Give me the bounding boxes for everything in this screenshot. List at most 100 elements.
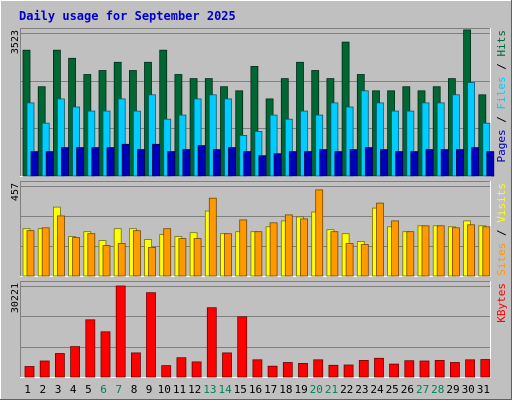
bar-kbytes-kbytes-day-15 <box>237 316 248 378</box>
x-tick-label-day-14: 14 <box>218 383 232 396</box>
bar-hits-files-day-31 <box>482 122 491 177</box>
panel-hits-max-label: 3523 <box>10 30 21 54</box>
bar-hits-pages-day-22 <box>349 149 358 177</box>
bar-hits-files-day-16 <box>254 130 263 177</box>
bar-hits-pages-day-28 <box>440 149 449 177</box>
bar-visits-sites-day-29 <box>451 227 460 277</box>
bar-kbytes-kbytes-day-6 <box>100 331 111 378</box>
bar-kbytes-kbytes-day-4 <box>70 346 80 378</box>
bar-hits-files-day-22 <box>345 106 354 177</box>
x-tick-label-day-5: 5 <box>85 383 92 396</box>
bar-hits-pages-day-7 <box>121 143 130 177</box>
series-visits-sites <box>26 189 491 277</box>
panel-kbytes: 30221 KBytes <box>10 281 508 378</box>
x-tick-label-day-12: 12 <box>188 383 201 396</box>
panel-hits-legend: Pages / Files / Hits <box>495 30 508 163</box>
bar-hits-files-day-5 <box>87 110 96 177</box>
bar-kbytes-kbytes-day-13 <box>206 307 217 378</box>
bar-kbytes-kbytes-day-29 <box>449 362 460 378</box>
bar-hits-files-day-25 <box>391 110 400 177</box>
bar-visits-sites-day-13 <box>208 197 217 277</box>
bar-kbytes-kbytes-day-3 <box>55 353 65 378</box>
x-tick-label-day-28: 28 <box>431 383 444 396</box>
bar-hits-pages-day-31 <box>486 151 495 177</box>
bar-kbytes-kbytes-day-31 <box>480 359 491 378</box>
chart-title: Daily usage for September 2025 <box>19 9 236 23</box>
bar-kbytes-kbytes-day-22 <box>343 364 354 378</box>
bar-kbytes-kbytes-day-12 <box>191 361 202 378</box>
bar-visits-sites-day-2 <box>41 227 50 277</box>
bar-visits-sites-day-5 <box>87 233 96 277</box>
bar-hits-pages-day-18 <box>288 151 297 177</box>
x-tick-label-day-31: 31 <box>477 383 490 396</box>
legend-kbytes: KBytes <box>495 283 508 323</box>
bar-visits-sites-day-24 <box>376 202 384 277</box>
bar-kbytes-kbytes-day-24 <box>374 357 384 378</box>
bar-kbytes-kbytes-day-16 <box>252 359 263 378</box>
bar-hits-pages-day-9 <box>152 143 160 177</box>
x-tick-label-day-26: 26 <box>401 383 414 396</box>
bar-hits-files-day-1 <box>26 102 35 177</box>
bar-hits-files-day-8 <box>132 110 141 177</box>
bar-hits-pages-day-5 <box>91 147 100 177</box>
panel-kbytes-legend: KBytes <box>495 283 508 323</box>
bar-hits-files-day-2 <box>41 122 50 177</box>
bar-visits-sites-day-15 <box>239 219 248 277</box>
panel-visits-max-label: 457 <box>10 183 21 201</box>
bar-hits-files-day-27 <box>421 102 430 177</box>
bar-visits-sites-day-3 <box>57 215 65 277</box>
bar-hits-files-day-14 <box>224 98 232 177</box>
bar-visits-sites-day-17 <box>269 222 278 277</box>
bar-visits-sites-day-10 <box>163 228 172 277</box>
bar-hits-pages-day-3 <box>61 147 69 177</box>
bar-hits-files-day-13 <box>208 94 217 177</box>
bar-visits-sites-day-11 <box>178 238 187 277</box>
x-tick-label-day-17: 17 <box>264 383 277 396</box>
bar-kbytes-kbytes-day-30 <box>465 359 476 378</box>
panels-layer: 3523 Pages / Files / Hits 457 Sites / Visit… <box>10 28 508 378</box>
bar-hits-files-day-17 <box>269 114 278 177</box>
panel-visits-legend: Sites / Visits <box>495 183 508 276</box>
bar-hits-pages-day-19 <box>304 151 312 177</box>
bar-kbytes-kbytes-day-7 <box>115 285 126 378</box>
series-hits-files <box>26 82 491 177</box>
bar-kbytes-kbytes-day-10 <box>161 365 172 378</box>
bar-hits-pages-day-1 <box>30 151 39 177</box>
bar-hits-pages-day-23 <box>364 147 373 177</box>
panel-hits: 3523 Pages / Files / Hits <box>10 28 508 177</box>
bar-kbytes-kbytes-day-8 <box>130 352 141 378</box>
x-tick-label-day-6: 6 <box>100 383 107 396</box>
legend-separator: / <box>495 57 508 77</box>
bar-kbytes-kbytes-day-25 <box>389 363 400 378</box>
bar-kbytes-kbytes-day-21 <box>328 364 339 378</box>
bar-hits-files-day-9 <box>148 94 156 177</box>
x-tick-label-day-21: 21 <box>325 383 338 396</box>
bar-kbytes-kbytes-day-14 <box>222 352 232 378</box>
legend-files: Files <box>495 76 508 109</box>
bar-visits-sites-day-19 <box>300 218 308 277</box>
x-tick-label-day-13: 13 <box>203 383 216 396</box>
bar-hits-files-day-29 <box>451 94 460 177</box>
bar-hits-pages-day-4 <box>76 147 84 177</box>
bar-hits-pages-day-24 <box>380 149 388 177</box>
bar-hits-files-day-6 <box>102 110 111 177</box>
bar-hits-pages-day-14 <box>228 147 236 177</box>
bar-kbytes-kbytes-day-27 <box>419 360 430 378</box>
bar-kbytes-kbytes-day-9 <box>146 292 156 378</box>
bar-hits-pages-day-6 <box>106 147 115 177</box>
x-tick-label-day-3: 3 <box>55 383 62 396</box>
bar-visits-sites-day-31 <box>482 226 491 277</box>
x-tick-label-day-4: 4 <box>70 383 77 396</box>
x-tick-label-day-11: 11 <box>173 383 186 396</box>
bar-hits-pages-day-11 <box>182 149 191 177</box>
legend-separator: / <box>495 110 508 130</box>
x-tick-label-day-27: 27 <box>416 383 429 396</box>
bar-visits-sites-day-8 <box>132 230 141 277</box>
bar-kbytes-kbytes-day-5 <box>85 319 96 378</box>
bar-kbytes-kbytes-day-28 <box>434 359 445 378</box>
x-axis: 1 2 3 4 5 6 7 8 9 10 11 12 13 14 15 16 17 18 19 20 21 22 23 24 2… <box>24 383 490 396</box>
x-tick-label-day-1: 1 <box>24 383 31 396</box>
bar-hits-files-day-18 <box>284 118 293 177</box>
bar-hits-files-day-10 <box>163 118 172 177</box>
bar-hits-files-day-11 <box>178 114 187 177</box>
